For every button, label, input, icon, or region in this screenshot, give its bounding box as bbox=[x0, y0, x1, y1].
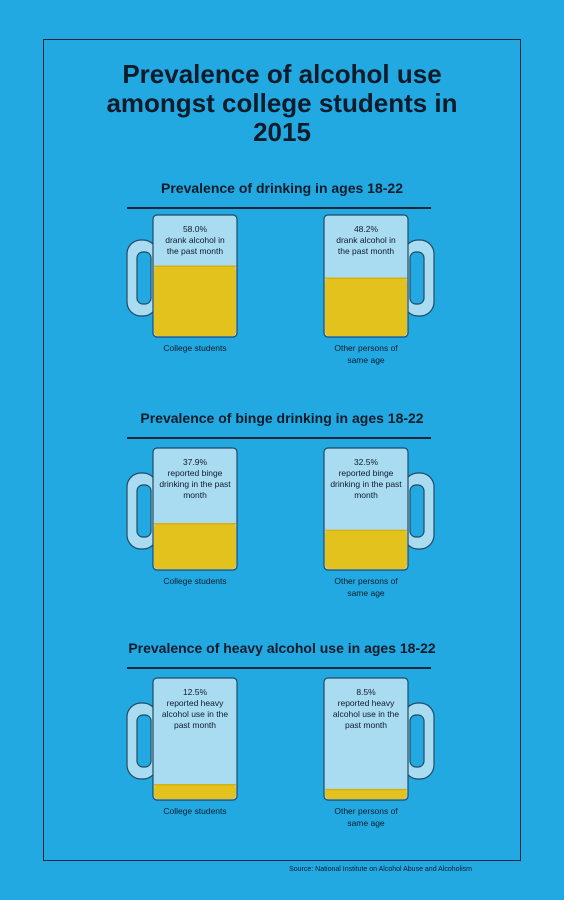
description-line: the past month bbox=[167, 246, 224, 256]
description-line: past month bbox=[174, 720, 216, 730]
mug-handle-hole bbox=[136, 484, 152, 538]
description-line: month bbox=[183, 490, 207, 500]
category-label-college: College students bbox=[163, 806, 226, 816]
section-divider-heavy bbox=[127, 667, 431, 669]
value-label-heavy-other: 8.5% bbox=[356, 687, 376, 697]
description-line: alcohol use in the bbox=[333, 709, 399, 719]
bar-heavy-other bbox=[325, 789, 407, 799]
section-title-heavy: Prevalence of heavy alcohol use in ages … bbox=[128, 640, 436, 656]
description-line: reported binge bbox=[168, 468, 223, 478]
section-title-drinking: Prevalence of drinking in ages 18-22 bbox=[161, 180, 403, 196]
description-line: drank alcohol in bbox=[336, 235, 396, 245]
value-label-heavy-college: 12.5% bbox=[183, 687, 208, 697]
category-label-other: Other persons of bbox=[334, 343, 398, 353]
description-line: drank alcohol in bbox=[165, 235, 225, 245]
mug-glass bbox=[323, 677, 409, 801]
category-label-other: same age bbox=[347, 818, 385, 828]
mug-handle-hole bbox=[136, 714, 152, 768]
category-label-college: College students bbox=[163, 343, 226, 353]
bar-binge-college bbox=[154, 523, 236, 569]
description-line: drinking in the past bbox=[330, 479, 402, 489]
mug-handle-hole bbox=[136, 251, 152, 305]
infographic-frame bbox=[43, 39, 521, 861]
section-divider-binge bbox=[127, 437, 431, 439]
mug-handle-hole bbox=[409, 251, 425, 305]
value-label-binge-other: 32.5% bbox=[354, 457, 379, 467]
description-line: the past month bbox=[338, 246, 395, 256]
category-label-other: Other persons of bbox=[334, 576, 398, 586]
bar-binge-other bbox=[325, 530, 407, 569]
category-label-other: same age bbox=[347, 355, 385, 365]
mug-glass bbox=[152, 677, 238, 801]
bar-heavy-college bbox=[154, 784, 236, 799]
description-line: past month bbox=[345, 720, 387, 730]
value-label-drinking-college: 58.0% bbox=[183, 224, 208, 234]
description-line: reported heavy bbox=[167, 698, 224, 708]
mug-handle-hole bbox=[409, 714, 425, 768]
title-line-1: Prevalence of alcohol use bbox=[122, 59, 442, 89]
description-line: reported binge bbox=[339, 468, 394, 478]
source-note: Source: National Institute on Alcohol Ab… bbox=[289, 866, 472, 873]
bar-drinking-other bbox=[325, 278, 407, 336]
description-line: drinking in the past bbox=[159, 479, 231, 489]
description-line: alcohol use in the bbox=[162, 709, 228, 719]
section-divider-drinking bbox=[127, 207, 431, 209]
category-label-college: College students bbox=[163, 576, 226, 586]
mug-handle-hole bbox=[409, 484, 425, 538]
category-label-other: same age bbox=[347, 588, 385, 598]
bar-drinking-college bbox=[154, 266, 236, 336]
value-label-binge-college: 37.9% bbox=[183, 457, 208, 467]
title-line-2: amongst college students in bbox=[106, 88, 458, 118]
description-line: reported heavy bbox=[338, 698, 395, 708]
description-line: month bbox=[354, 490, 378, 500]
title-line-3: 2015 bbox=[253, 117, 311, 147]
value-label-drinking-other: 48.2% bbox=[354, 224, 379, 234]
category-label-other: Other persons of bbox=[334, 806, 398, 816]
section-title-binge: Prevalence of binge drinking in ages 18-… bbox=[140, 410, 424, 426]
